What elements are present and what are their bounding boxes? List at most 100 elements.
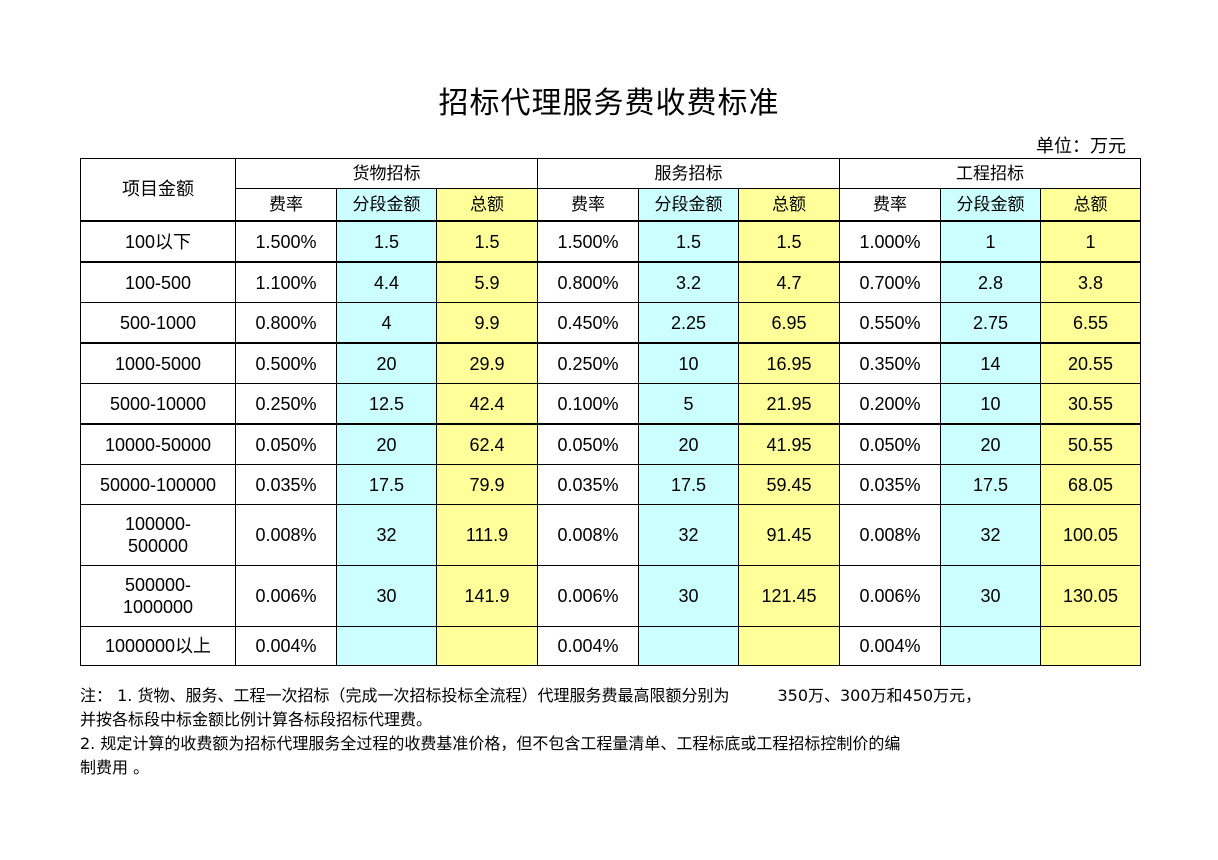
note-line-2: 并按各标段中标金额比例计算各标段招标代理费。 (80, 710, 433, 729)
amount-range: 5000-10000 (80, 383, 236, 425)
segment-cell (638, 626, 739, 666)
total-cell (1040, 626, 1141, 666)
segment-cell: 20 (638, 423, 739, 465)
total-cell: 141.9 (436, 565, 538, 627)
notes: 注： 1. 货物、服务、工程一次招标（完成一次招标投标全流程）代理服务费最高限额… (80, 684, 1140, 780)
total-cell: 6.55 (1040, 302, 1141, 344)
rate-cell: 0.250% (235, 383, 337, 425)
total-cell: 1.5 (738, 220, 840, 263)
total-cell: 29.9 (436, 342, 538, 384)
total-cell: 62.4 (436, 423, 538, 465)
rate-cell: 0.035% (235, 464, 337, 505)
rate-cell: 0.100% (537, 383, 639, 425)
fee-table: 项目金额 货物招标 服务招标 工程招标 费率 分段金额 总额 费率 分段金额 总… (80, 158, 1141, 666)
amount-header: 项目金额 (80, 158, 236, 222)
group-header-engineering: 工程招标 (839, 158, 1141, 189)
total-cell: 79.9 (436, 464, 538, 505)
total-cell: 68.05 (1040, 464, 1141, 505)
rate-cell: 0.035% (537, 464, 639, 505)
segment-cell: 17.5 (638, 464, 739, 505)
header-row-sub: 费率 分段金额 总额 费率 分段金额 总额 费率 分段金额 总额 (81, 188, 1141, 222)
segment-cell: 10 (940, 383, 1041, 425)
rate-cell: 0.004% (537, 626, 639, 666)
subheader-rate: 费率 (839, 188, 941, 222)
rate-cell: 0.800% (537, 261, 639, 303)
table-row: 50000-100000 0.035% 17.5 79.9 0.035% 17.… (80, 464, 1141, 505)
segment-cell (940, 626, 1041, 666)
table-row: 500-1000 0.800% 4 9.9 0.450% 2.25 6.95 0… (80, 302, 1141, 344)
total-cell: 5.9 (436, 261, 538, 303)
amount-range: 100000- 500000 (80, 504, 236, 566)
segment-cell: 17.5 (940, 464, 1041, 505)
total-cell: 100.05 (1040, 504, 1141, 566)
table-row: 100-500 1.100% 4.4 5.9 0.800% 3.2 4.7 0.… (80, 261, 1141, 303)
rate-cell: 0.450% (537, 302, 639, 344)
segment-cell: 3.2 (638, 261, 739, 303)
subheader-rate: 费率 (537, 188, 639, 222)
total-cell: 59.45 (738, 464, 840, 505)
amount-range: 100以下 (80, 220, 236, 263)
segment-cell: 17.5 (336, 464, 437, 505)
subheader-segment: 分段金额 (638, 188, 739, 222)
rate-cell: 0.800% (235, 302, 337, 344)
table-row: 500000- 1000000 0.006% 30 141.9 0.006% 3… (80, 565, 1141, 627)
segment-cell: 14 (940, 342, 1041, 384)
total-cell: 42.4 (436, 383, 538, 425)
segment-cell: 30 (940, 565, 1041, 627)
subheader-total: 总额 (436, 188, 538, 222)
segment-cell: 1.5 (336, 220, 437, 263)
group-header-goods: 货物招标 (235, 158, 538, 189)
page-title: 招标代理服务费收费标准 (438, 86, 780, 121)
amount-range-line2: 1000000 (122, 597, 194, 617)
segment-cell: 2.75 (940, 302, 1041, 344)
amount-range: 500-1000 (80, 302, 236, 344)
rate-cell: 0.200% (839, 383, 941, 425)
total-cell: 6.95 (738, 302, 840, 344)
segment-cell: 32 (940, 504, 1041, 566)
group-header-services: 服务招标 (537, 158, 840, 189)
table-row: 1000-5000 0.500% 20 29.9 0.250% 10 16.95… (80, 342, 1141, 384)
total-cell: 4.7 (738, 261, 840, 303)
segment-cell: 2.25 (638, 302, 739, 344)
subheader-rate: 费率 (235, 188, 337, 222)
segment-cell: 4 (336, 302, 437, 344)
rate-cell: 0.250% (537, 342, 639, 384)
segment-cell: 1.5 (638, 220, 739, 263)
rate-cell: 0.050% (537, 423, 639, 465)
rate-cell: 0.050% (839, 423, 941, 465)
rate-cell: 0.350% (839, 342, 941, 384)
total-cell: 41.95 (738, 423, 840, 465)
segment-cell: 4.4 (336, 261, 437, 303)
total-cell: 1.5 (436, 220, 538, 263)
rate-cell: 0.500% (235, 342, 337, 384)
rate-cell: 0.006% (235, 565, 337, 627)
rate-cell: 0.035% (839, 464, 941, 505)
amount-range: 1000-5000 (80, 342, 236, 384)
rate-cell: 0.050% (235, 423, 337, 465)
segment-cell: 20 (336, 423, 437, 465)
segment-cell: 32 (638, 504, 739, 566)
subheader-total: 总额 (1040, 188, 1141, 222)
total-cell: 121.45 (738, 565, 840, 627)
total-cell: 111.9 (436, 504, 538, 566)
total-cell: 30.55 (1040, 383, 1141, 425)
amount-range: 50000-100000 (80, 464, 236, 505)
amount-range-line1: 100000- (124, 514, 192, 534)
amount-range: 10000-50000 (80, 423, 236, 465)
segment-cell: 30 (638, 565, 739, 627)
header-row-groups: 项目金额 货物招标 服务招标 工程招标 (80, 158, 1141, 222)
rate-cell: 1.500% (537, 220, 639, 263)
rate-cell: 0.550% (839, 302, 941, 344)
segment-cell (336, 626, 437, 666)
total-cell: 9.9 (436, 302, 538, 344)
note-line-1: 注： 1. 货物、服务、工程一次招标（完成一次招标投标全流程）代理服务费最高限额… (80, 684, 1140, 708)
total-cell: 1 (1040, 220, 1141, 263)
subheader-total: 总额 (738, 188, 840, 222)
segment-cell: 20 (336, 342, 437, 384)
segment-cell: 1 (940, 220, 1041, 263)
note-line-1-limits: 350万、300万和450万元， (777, 686, 982, 705)
rate-cell: 0.004% (235, 626, 337, 666)
total-cell: 21.95 (738, 383, 840, 425)
table-row: 100以下 1.500% 1.5 1.5 1.500% 1.5 1.5 1.00… (80, 220, 1141, 263)
amount-range: 500000- 1000000 (80, 565, 236, 627)
